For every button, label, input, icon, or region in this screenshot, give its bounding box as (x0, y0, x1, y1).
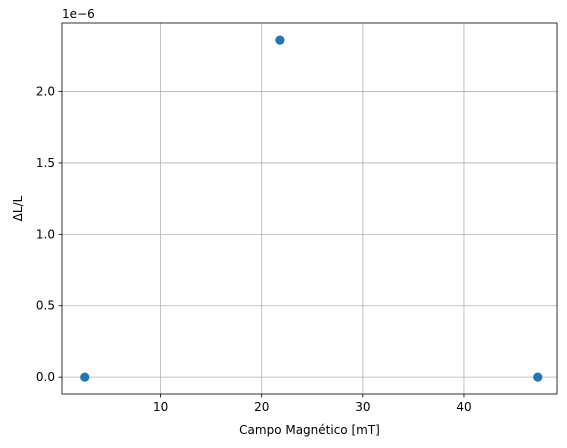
grid-lines (62, 23, 557, 394)
y-tick-label: 2.0 (36, 85, 55, 99)
x-axis-ticks: 10 20 30 40 (153, 394, 472, 414)
scatter-point (275, 35, 285, 45)
y-tick-label: 1.0 (36, 227, 55, 241)
y-axis-ticks: 0.0 0.5 1.0 1.5 2.0 (36, 85, 62, 384)
x-tick-label: 30 (355, 400, 370, 414)
x-tick-label: 10 (153, 400, 168, 414)
y-tick-label: 0.0 (36, 370, 55, 384)
data-points (80, 35, 543, 382)
x-axis-label: Campo Magnético [mT] (239, 423, 380, 437)
y-tick-label: 0.5 (36, 299, 55, 313)
x-tick-label: 20 (254, 400, 269, 414)
y-axis-label: ΔL/L (11, 195, 25, 221)
x-tick-label: 40 (456, 400, 471, 414)
plot-frame (61, 22, 558, 395)
y-tick-label: 1.5 (36, 156, 55, 170)
scatter-point (80, 372, 90, 382)
y-axis-offset-text: 1e−6 (62, 7, 95, 21)
scatter-point (533, 372, 543, 382)
